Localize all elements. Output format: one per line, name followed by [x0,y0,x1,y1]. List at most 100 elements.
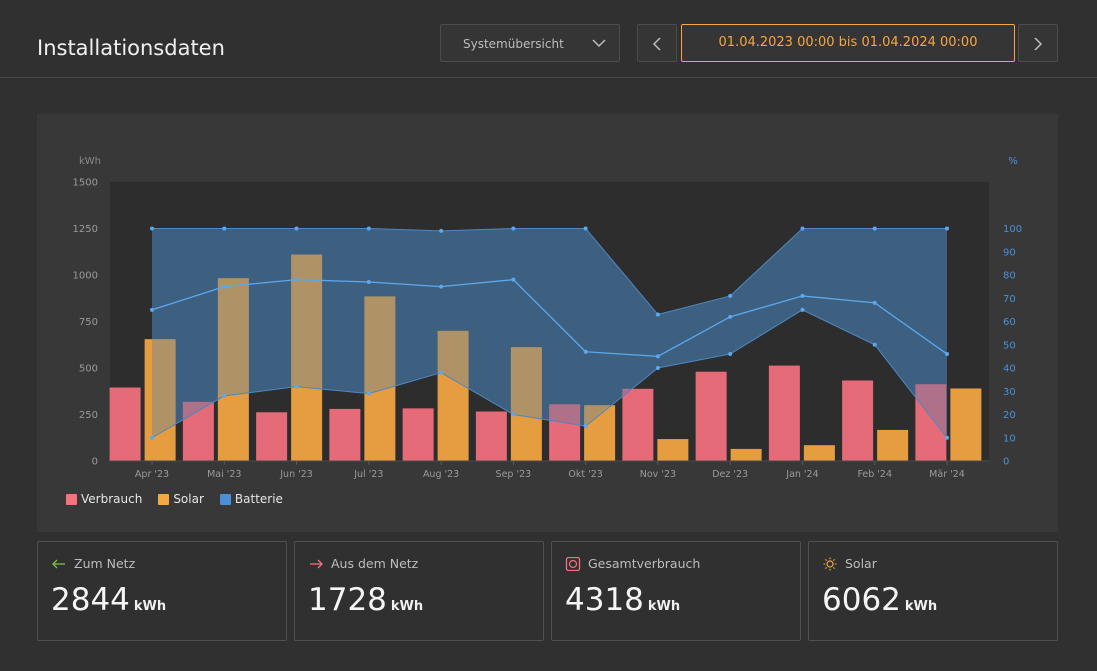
view-select-label: Systemübersicht [463,37,564,51]
battery-min-point [872,342,877,347]
legend-batterie-swatch [219,493,231,505]
battery-mean-point [366,279,371,284]
battery-min-point [511,412,516,417]
battery-mean-line [151,278,948,358]
y-tick-label: 0 [92,457,98,468]
y2-tick-label: 10 [1003,433,1016,444]
verbrauch-bar [109,387,141,461]
battery-mean-point [294,277,299,282]
header: Installationsdaten Systemübersicht 01.04… [0,0,1097,78]
battery-max-point [728,293,733,298]
solar-bar [950,388,982,461]
card-title: Solar [822,556,877,571]
battery-max-point [583,226,588,231]
legend-solar-swatch [158,493,170,505]
battery-min-point [800,307,805,312]
battery-max-point [511,226,516,231]
battery-mean-point [439,284,444,289]
legend-solar[interactable]: Solar [158,492,204,506]
x-tick-label: Jun '23 [279,469,313,480]
card-value-row: 2844 kWh [51,582,166,618]
y2-tick-label: 60 [1003,317,1016,328]
battery-min-point [294,384,299,389]
solar-bar [437,330,469,461]
card-title-label: Gesamtverbrauch [588,556,701,571]
card-zum-netz: Zum Netz 2844 kWh [37,541,287,641]
x-tick-label: Nov '23 [640,469,676,480]
bars [109,254,982,461]
card-value-row: 6062 kWh [822,582,937,618]
card-solar: Solar 6062 kWh [808,541,1058,641]
verbrauch-bar [402,408,434,461]
y2-tick-label: 40 [1003,364,1016,375]
y2-tick-label: 50 [1003,340,1016,351]
card-aus-dem-netz: Aus dem Netz 1728 kWh [294,541,544,641]
next-period-button[interactable] [1018,24,1058,62]
battery-max-point [439,228,444,233]
solar-bar [217,278,249,461]
card-title: Gesamtverbrauch [565,556,700,571]
battery-min-point [439,370,444,375]
solar-bar [730,448,762,461]
date-range-picker[interactable]: 01.04.2023 00:00 bis 01.04.2024 00:00 [681,24,1015,62]
arrow-left-icon [52,559,65,568]
battery-max-point [800,226,805,231]
y2-tick-label: 90 [1003,247,1016,258]
legend-batterie[interactable]: Batterie [219,492,283,506]
battery-mean-point [511,277,516,282]
battery-max-point [872,226,877,231]
x-tick-label: Dez '23 [712,469,748,480]
card-gesamtverbrauch: Gesamtverbrauch 4318 kWh [551,541,801,641]
solar-bar [803,445,835,461]
verbrauch-bar [329,408,361,461]
x-tick-label: Mär '24 [929,469,965,480]
x-tick-label: Mai '23 [207,469,241,480]
y2-axis-unit: % [1008,156,1018,167]
card-value-row: 4318 kWh [565,582,680,618]
view-select[interactable]: Systemübersicht [440,24,620,62]
battery-mean-point [945,352,949,357]
battery-min-point [945,435,949,440]
legend-solar-label: Solar [173,492,204,506]
battery-mean-point [222,284,227,289]
y-tick-label: 1250 [73,224,98,235]
battery-mean-point [583,349,588,354]
battery-min-point [583,424,588,429]
solar-bar [364,296,396,461]
y-tick-label: 250 [79,410,98,421]
y2-tick-label: 70 [1003,294,1016,305]
legend-verbrauch-swatch [66,493,77,505]
x-tick-label: Sep '23 [496,469,532,480]
battery-min-point [366,391,371,396]
battery-max-point [294,226,299,231]
installation-chart: kWh 0 250 500 750 1000 1250 1500% 0 10 20 30 40 50 60 7… [73,156,1023,480]
y2-tick-label: 0 [1003,457,1009,468]
battery-min-point [728,352,733,357]
legend-verbrauch[interactable]: Verbrauch [66,492,142,506]
solar-bar [144,339,176,461]
solar-bar [510,347,542,461]
date-range-label: 01.04.2023 00:00 bis 01.04.2024 00:00 [718,35,978,50]
card-title: Zum Netz [51,556,135,571]
y2-tick-label: 100 [1003,224,1022,235]
card-value: 2844 [51,582,130,618]
arrow-right-icon [310,559,323,568]
y-tick-label: 1500 [73,178,98,189]
verbrauch-bar [622,388,654,461]
previous-period-button[interactable] [637,24,677,62]
verbrauch-bar [915,384,947,461]
verbrauch-bar [768,365,800,461]
battery-max-line [152,228,947,316]
solar-bar [657,439,689,461]
card-value: 4318 [565,582,644,618]
chevron-left-icon [652,37,661,51]
card-value: 6062 [822,582,901,618]
legend-verbrauch-label: Verbrauch [81,492,143,506]
y-tick-label: 1000 [73,271,98,282]
y2-tick-label: 20 [1003,410,1016,421]
card-unit: kWh [390,599,424,614]
card-unit: kWh [904,599,938,614]
battery-mean-point [800,293,805,298]
consumption-icon [565,556,581,571]
verbrauch-bar [182,401,214,461]
